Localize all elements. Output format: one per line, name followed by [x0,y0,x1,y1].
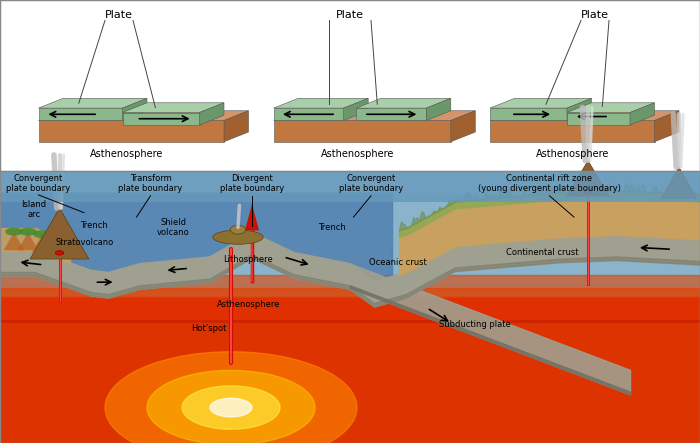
Text: Continental rift zone
(young divergent plate boundary): Continental rift zone (young divergent p… [478,174,621,194]
FancyBboxPatch shape [0,363,700,443]
Polygon shape [147,370,315,443]
Polygon shape [490,120,654,142]
Text: Stratovolcano: Stratovolcano [56,238,114,247]
Ellipse shape [213,230,263,244]
Text: Island
arc: Island arc [21,200,46,219]
Text: Asthenosphere: Asthenosphere [536,149,609,159]
Polygon shape [662,167,696,198]
Ellipse shape [230,225,246,234]
Polygon shape [567,103,654,113]
Text: Plate: Plate [336,11,364,20]
Polygon shape [38,111,248,120]
Text: Subducting plate: Subducting plate [439,320,510,329]
Polygon shape [344,98,368,120]
Polygon shape [224,111,248,142]
Polygon shape [4,233,24,250]
Polygon shape [38,108,122,120]
Polygon shape [567,161,609,196]
Text: Convergent
plate boundary: Convergent plate boundary [339,174,403,194]
Text: Oceanic crust: Oceanic crust [369,258,426,267]
Polygon shape [274,111,475,120]
FancyBboxPatch shape [0,0,700,171]
Polygon shape [567,98,592,120]
Polygon shape [105,352,357,443]
Polygon shape [490,111,679,120]
Polygon shape [274,98,368,108]
Polygon shape [30,208,89,259]
Polygon shape [245,204,259,230]
Polygon shape [38,120,224,142]
Polygon shape [122,113,199,125]
Polygon shape [210,398,252,417]
Text: Trench: Trench [318,223,346,232]
Text: Plate: Plate [581,11,609,20]
Text: Transform
plate boundary: Transform plate boundary [118,174,183,194]
Polygon shape [451,111,475,142]
Polygon shape [490,108,567,120]
Polygon shape [630,103,654,125]
Polygon shape [490,98,592,108]
Text: Asthenosphere: Asthenosphere [217,300,280,309]
Polygon shape [274,120,451,142]
Ellipse shape [34,230,50,238]
Polygon shape [426,98,451,120]
FancyBboxPatch shape [0,171,700,202]
Polygon shape [199,103,224,125]
Polygon shape [122,103,224,113]
Polygon shape [567,113,630,125]
Ellipse shape [20,228,36,236]
Text: Plate: Plate [105,11,133,20]
Text: Convergent
plate boundary: Convergent plate boundary [6,174,71,194]
Polygon shape [356,108,426,120]
Text: Trench: Trench [80,222,108,230]
Polygon shape [182,386,280,429]
Polygon shape [18,233,38,250]
Text: Continental crust: Continental crust [506,248,579,257]
FancyBboxPatch shape [0,171,700,443]
Text: Lithosphere: Lithosphere [223,255,274,264]
Polygon shape [38,98,147,108]
Polygon shape [356,98,451,108]
Text: Divergent
plate boundary: Divergent plate boundary [220,174,284,194]
Text: Hot’spot: Hot’spot [191,324,226,333]
Ellipse shape [584,190,592,194]
Ellipse shape [6,228,22,236]
Text: Asthenosphere: Asthenosphere [321,149,394,159]
Polygon shape [654,111,679,142]
Ellipse shape [55,251,64,255]
Polygon shape [122,98,147,120]
Text: Asthenosphere: Asthenosphere [90,149,163,159]
Polygon shape [274,108,344,120]
Text: Shield
volcano: Shield volcano [158,218,190,237]
Polygon shape [32,235,52,253]
